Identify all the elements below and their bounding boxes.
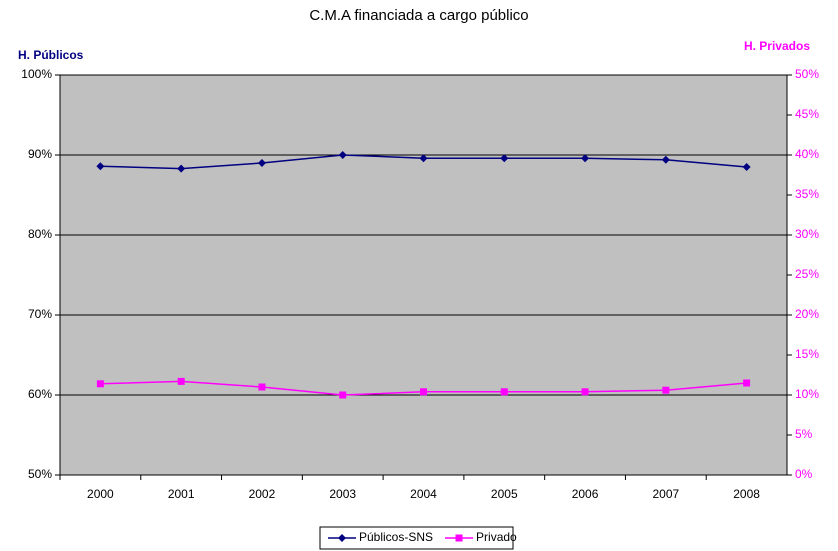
x-tick-label: 2000 — [87, 487, 114, 501]
y-tick-label: 100% — [21, 67, 52, 81]
point — [455, 534, 463, 542]
x-tick-label: 2005 — [491, 487, 518, 501]
point — [500, 388, 508, 396]
y2-tick-label: 20% — [795, 307, 819, 321]
point — [419, 154, 428, 163]
y2-tick-label: 25% — [795, 267, 819, 281]
legend-label: Públicos-SNS — [359, 530, 433, 544]
point — [258, 383, 266, 391]
point — [661, 155, 670, 164]
y2-tick-label: 0% — [795, 467, 813, 481]
point — [177, 164, 186, 173]
point — [339, 391, 347, 399]
x-tick-label: 2002 — [249, 487, 276, 501]
point — [581, 388, 589, 396]
y2-tick-label: 45% — [795, 107, 819, 121]
x-tick-label: 2007 — [652, 487, 679, 501]
chart-title: C.M.A financiada a cargo público — [309, 7, 528, 24]
point — [257, 159, 266, 167]
y-tick-label: 90% — [28, 147, 52, 161]
y-tick-label: 60% — [28, 387, 52, 401]
point — [662, 386, 670, 394]
y-tick-label: 80% — [28, 227, 52, 241]
y2-tick-label: 40% — [795, 147, 819, 161]
y2-tick-label: 35% — [795, 187, 819, 201]
point — [742, 163, 751, 171]
plot-area — [59, 74, 788, 476]
x-tick-label: 2008 — [733, 487, 760, 501]
y2-tick-label: 15% — [795, 347, 819, 361]
point — [500, 154, 509, 163]
y-tick-label: 70% — [28, 307, 52, 321]
x-tick-label: 2006 — [572, 487, 599, 501]
point — [177, 377, 185, 385]
point — [581, 154, 590, 163]
x-tick-label: 2004 — [410, 487, 437, 501]
y-axis-title: H. Públicos — [18, 48, 84, 62]
y-tick-label: 50% — [28, 467, 52, 481]
y2-tick-label: 5% — [795, 427, 813, 441]
point — [96, 380, 104, 388]
legend-label: Privado — [476, 530, 517, 544]
point — [420, 388, 427, 396]
y2-axis-title: H. Privados — [744, 39, 810, 53]
point — [338, 151, 347, 159]
legend-box — [319, 526, 514, 550]
x-tick-label: 2003 — [329, 487, 356, 501]
x-tick-label: 2001 — [168, 487, 195, 501]
y2-tick-label: 50% — [795, 67, 819, 81]
point — [338, 534, 346, 542]
y2-tick-label: 10% — [795, 387, 819, 401]
point — [743, 379, 751, 387]
y2-tick-label: 30% — [795, 227, 819, 241]
point — [96, 162, 105, 171]
